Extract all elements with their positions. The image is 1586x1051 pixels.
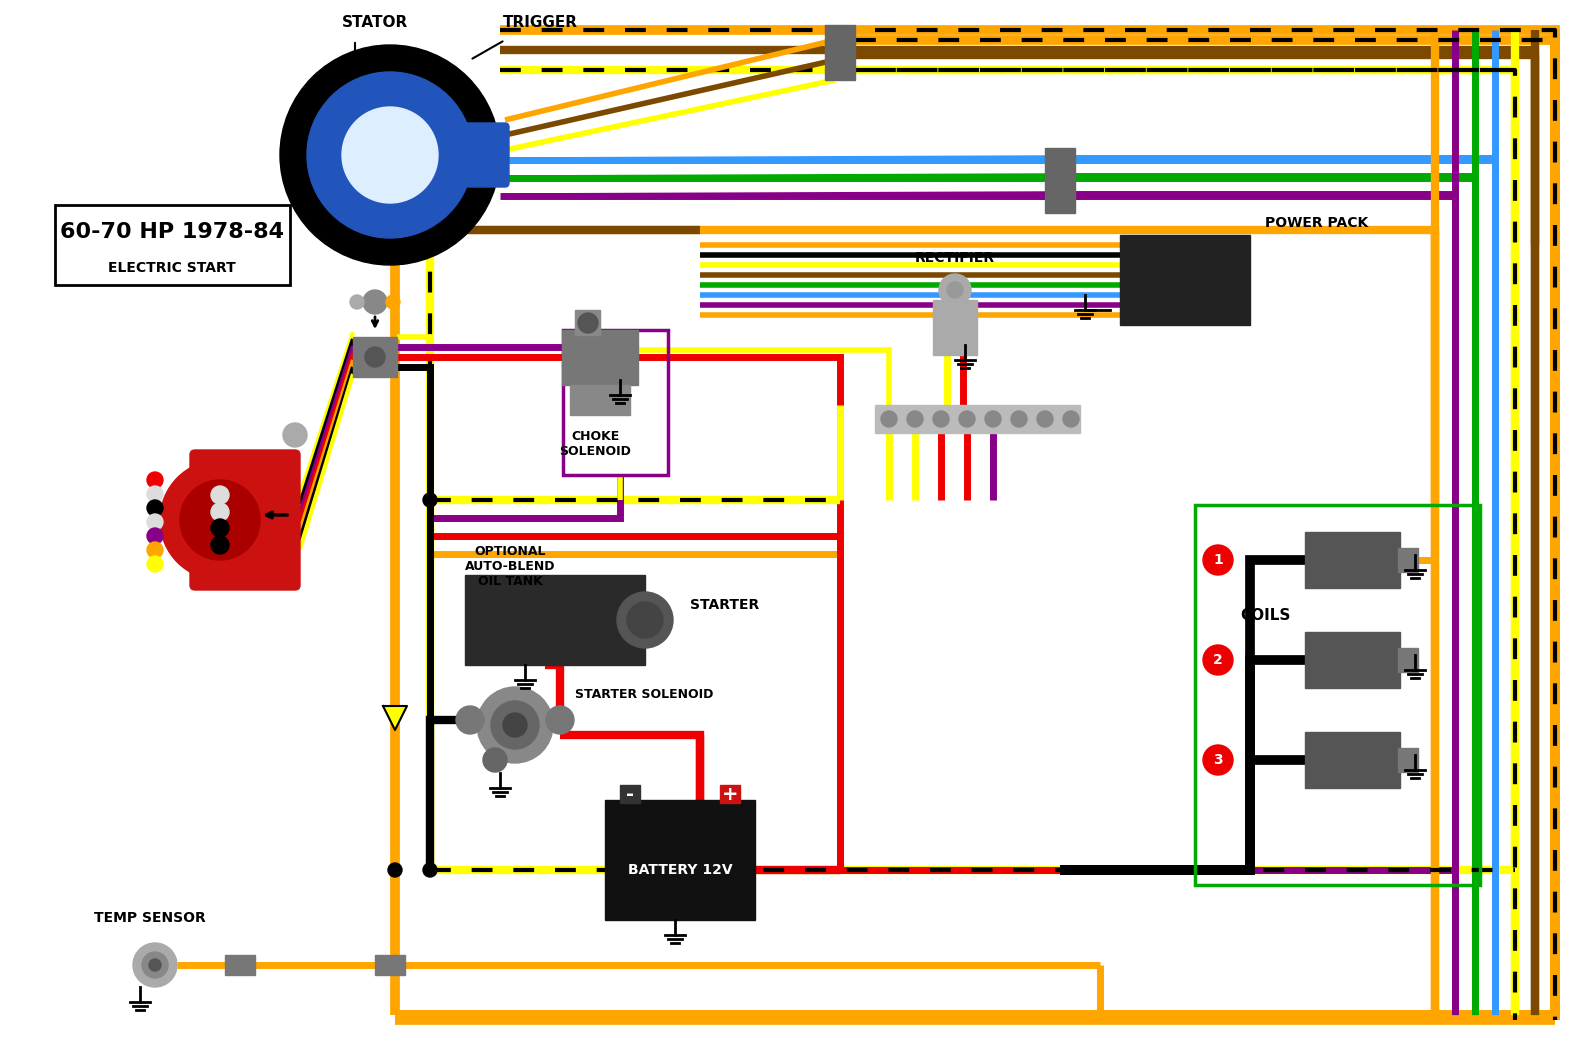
Bar [825,25,855,80]
Circle shape [939,274,971,306]
Circle shape [947,282,963,298]
FancyBboxPatch shape [457,123,509,187]
Circle shape [546,706,574,734]
Circle shape [147,556,163,572]
Text: BATTERY 12V: BATTERY 12V [628,863,733,877]
Bar [875,405,1080,433]
Bar [1120,235,1250,325]
Circle shape [1204,745,1232,775]
Bar [1045,148,1075,213]
Bar [576,310,600,335]
Circle shape [385,295,400,309]
Circle shape [211,536,228,554]
Bar [56,205,290,285]
Bar [1397,748,1418,772]
Circle shape [503,713,527,737]
Circle shape [617,592,672,648]
Text: CHOKE
SOLENOID: CHOKE SOLENOID [558,430,631,458]
Circle shape [308,73,473,238]
Circle shape [281,45,500,265]
Circle shape [160,460,281,580]
Bar [1194,504,1480,885]
Circle shape [985,411,1001,427]
Circle shape [351,295,365,309]
Circle shape [577,313,598,333]
Circle shape [211,486,228,504]
Circle shape [365,347,385,367]
Circle shape [423,493,438,507]
Text: 1: 1 [1213,553,1223,566]
Text: -: - [626,784,634,804]
Text: STATOR: STATOR [343,15,408,30]
Circle shape [343,107,438,203]
Circle shape [457,706,484,734]
Bar [569,385,630,415]
Text: 3: 3 [1213,753,1223,767]
Text: ELECTRIC START: ELECTRIC START [108,261,236,275]
Bar [720,785,741,803]
Text: COILS: COILS [1240,607,1289,622]
Circle shape [147,500,163,516]
Circle shape [492,701,539,749]
Circle shape [147,528,163,544]
Text: TRIGGER: TRIGGER [503,15,577,30]
Text: OPTIONAL
AUTO-BLEND
OIL TANK: OPTIONAL AUTO-BLEND OIL TANK [465,545,555,588]
Bar [354,337,396,377]
Bar [604,800,755,920]
Polygon shape [382,706,408,730]
Bar [225,955,255,975]
Circle shape [1063,411,1078,427]
Circle shape [933,411,948,427]
Text: +: + [722,784,737,804]
Circle shape [389,863,401,877]
Text: POWER PACK: POWER PACK [1266,217,1369,230]
Text: 60-70 HP 1978-84: 60-70 HP 1978-84 [60,222,284,242]
Circle shape [143,952,168,978]
Circle shape [149,959,162,971]
Circle shape [880,411,898,427]
FancyBboxPatch shape [190,450,300,590]
Circle shape [960,411,975,427]
Circle shape [147,514,163,530]
Circle shape [147,486,163,502]
Circle shape [423,863,438,877]
Circle shape [907,411,923,427]
Text: STARTER: STARTER [690,598,760,612]
Circle shape [1204,645,1232,675]
Circle shape [477,687,554,763]
Text: TEMP SENSOR: TEMP SENSOR [94,911,206,925]
Bar [1305,632,1400,688]
Circle shape [484,748,508,772]
Circle shape [147,542,163,558]
Bar [1305,532,1400,588]
Bar [1305,731,1400,788]
Bar [465,575,646,665]
Text: STARTER SOLENOID: STARTER SOLENOID [576,688,714,701]
Bar [563,330,668,475]
Bar [1397,548,1418,572]
Bar [374,955,404,975]
Bar [1397,648,1418,672]
Circle shape [147,472,163,488]
Circle shape [282,423,308,447]
Bar [933,300,977,355]
Circle shape [1037,411,1053,427]
Bar [620,785,641,803]
Text: RECTIFIER: RECTIFIER [915,251,994,265]
Circle shape [211,519,228,537]
Text: 2: 2 [1213,653,1223,667]
Circle shape [626,602,663,638]
Circle shape [1204,545,1232,575]
Circle shape [133,943,178,987]
Circle shape [363,290,387,314]
Circle shape [1010,411,1028,427]
Circle shape [179,480,260,560]
Bar [561,330,638,385]
Circle shape [211,503,228,521]
